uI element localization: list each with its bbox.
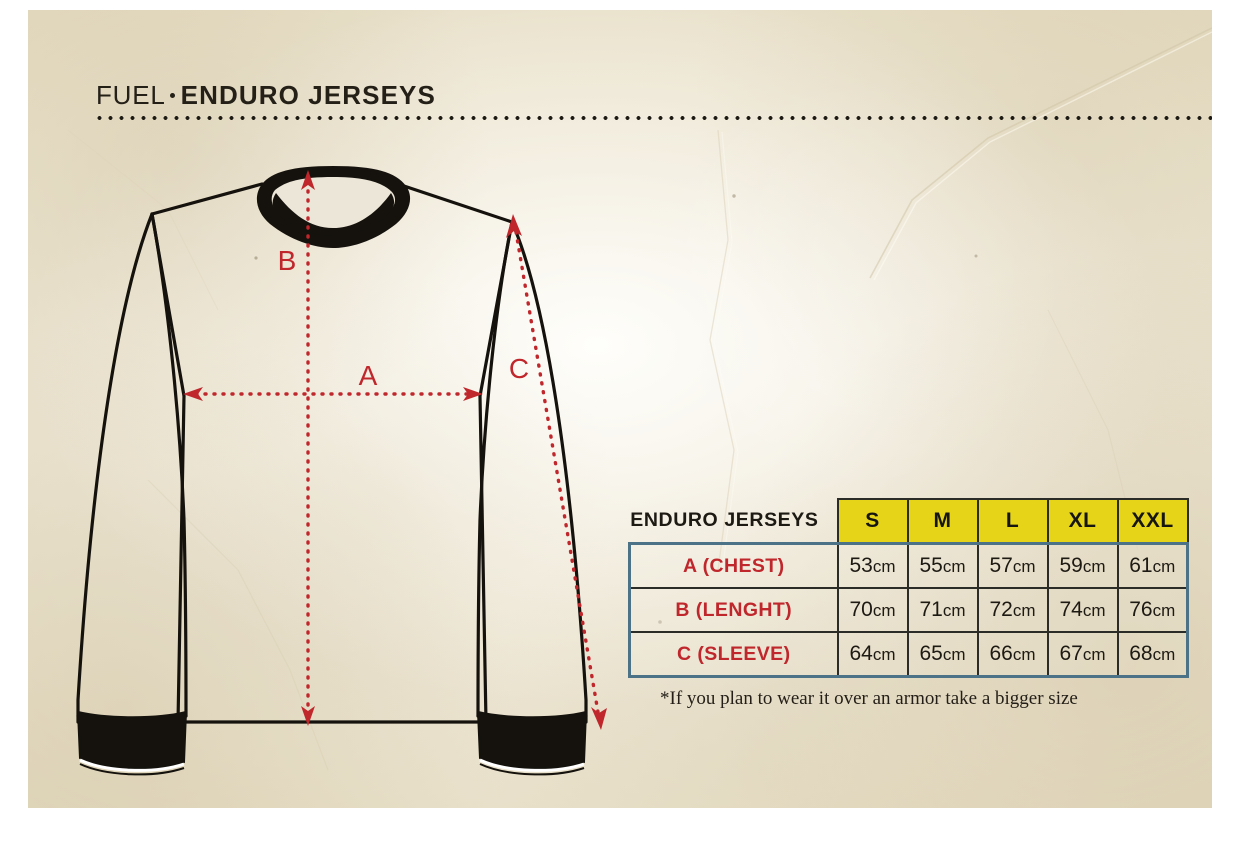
size-header-l: L (976, 498, 1049, 545)
row-label-sleeve: C (SLEEVE) (628, 631, 839, 678)
page-title: FUEL ENDURO JERSEYS (96, 80, 436, 111)
jersey-outline (76, 182, 588, 724)
length-guide-label: B (278, 245, 297, 276)
cell-sleeve-s: 64cm (836, 631, 909, 678)
size-table: ENDURO JERSEYS S M L XL XXL A (CHEST) 53… (628, 498, 1189, 678)
cell-chest-l: 57cm (976, 542, 1049, 589)
cell-length-s: 70cm (836, 587, 909, 633)
cell-chest-xxl: 61cm (1116, 542, 1189, 589)
chest-arrow-right-icon (463, 387, 483, 401)
chest-arrow-left-icon (183, 387, 203, 401)
paper-background: FUEL ENDURO JERSEYS *If you plan to wear … (28, 10, 1212, 808)
row-label-chest: A (CHEST) (628, 542, 839, 589)
collar-icon (256, 166, 411, 248)
table-row: A (CHEST) 53cm 55cm 57cm 59cm 61cm (628, 542, 1189, 589)
cell-length-m: 71cm (906, 587, 979, 633)
size-header-m: M (906, 498, 979, 545)
size-header-xxl: XXL (1116, 498, 1189, 545)
table-row: B (LENGHT) 70cm 71cm 72cm 74cm 76cm (628, 587, 1189, 633)
sleeve-guide-label: C (509, 353, 529, 384)
row-label-length: B (LENGHT) (628, 587, 839, 633)
sleeve-guide-line (514, 230, 600, 714)
brand-name: FUEL (96, 80, 166, 110)
dot-separator-icon (169, 93, 175, 98)
footnote-text: *If you plan to wear it over an armor ta… (660, 688, 1078, 709)
cell-length-xxl: 76cm (1116, 587, 1189, 633)
cell-sleeve-xxl: 68cm (1116, 631, 1189, 678)
cell-sleeve-l: 66cm (976, 631, 1049, 678)
cell-chest-xl: 59cm (1046, 542, 1119, 589)
table-row: C (SLEEVE) 64cm 65cm 66cm 67cm 68cm (628, 631, 1189, 678)
length-arrow-up-icon (301, 170, 315, 190)
size-header-xl: XL (1046, 498, 1119, 545)
sleeve-arrow-down-icon (591, 707, 607, 730)
cell-length-xl: 74cm (1046, 587, 1119, 633)
size-header-s: S (836, 498, 909, 545)
size-table-title: ENDURO JERSEYS (630, 509, 819, 531)
cell-sleeve-xl: 67cm (1046, 631, 1119, 678)
chest-guide-label: A (359, 360, 378, 391)
size-table-container: ENDURO JERSEYS S M L XL XXL A (CHEST) 53… (628, 498, 1189, 678)
left-cuff-icon (76, 710, 188, 776)
product-name: ENDURO JERSEYS (180, 80, 436, 110)
cell-length-l: 72cm (976, 587, 1049, 633)
sleeve-arrow-up-icon (506, 214, 522, 238)
cell-chest-s: 53cm (836, 542, 909, 589)
length-arrow-down-icon (301, 706, 315, 726)
size-table-header-row: ENDURO JERSEYS S M L XL XXL (630, 498, 1189, 545)
title-divider (94, 115, 1212, 121)
cell-sleeve-m: 65cm (906, 631, 979, 678)
cell-chest-m: 55cm (906, 542, 979, 589)
right-cuff-icon (476, 710, 588, 776)
measurement-guides (183, 170, 607, 730)
